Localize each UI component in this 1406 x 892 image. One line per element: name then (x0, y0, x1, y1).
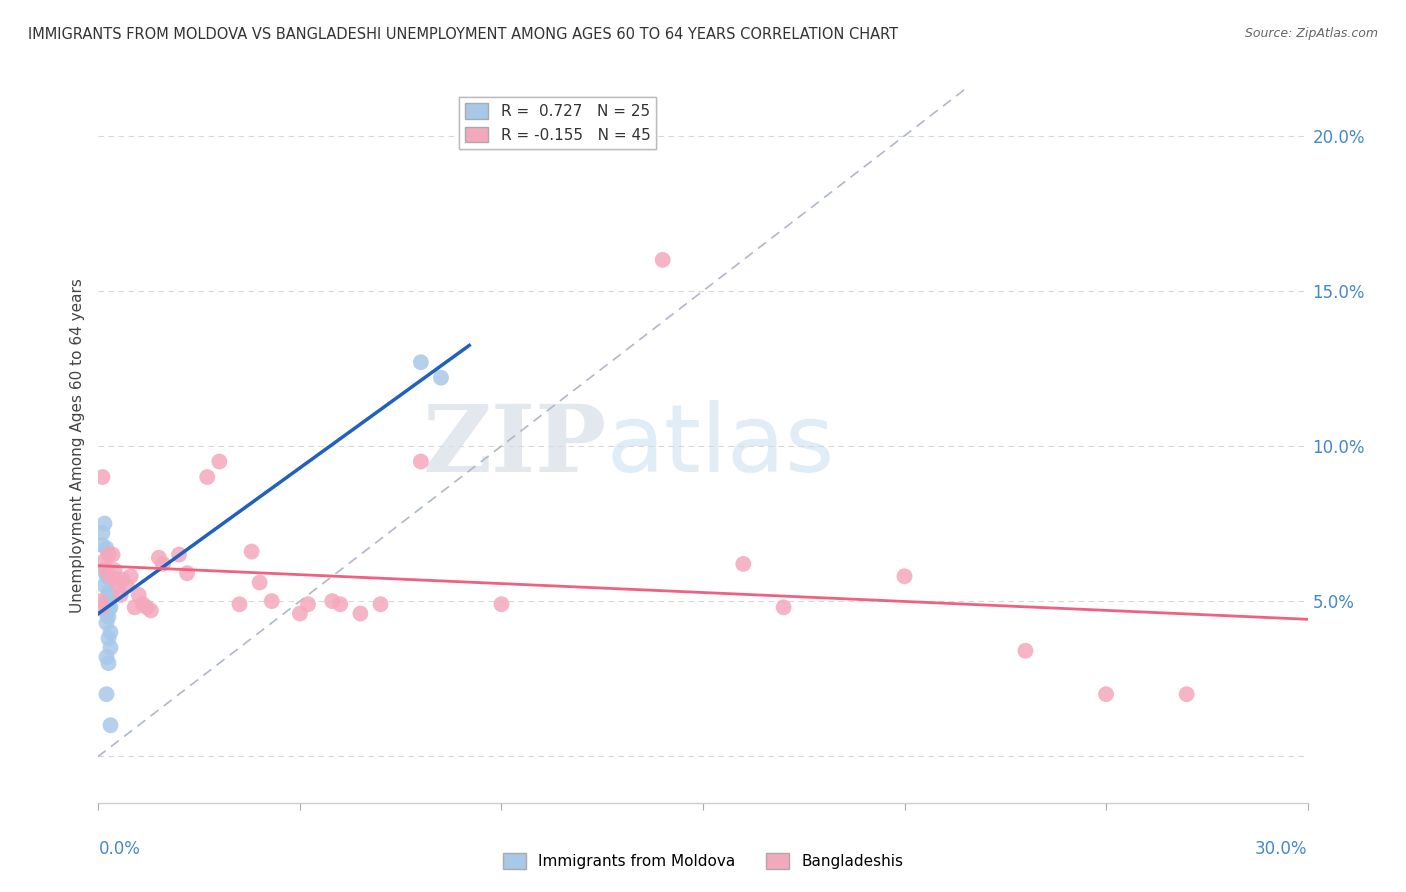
Point (249, 575, 271, 590)
Point (96, 594, 118, 608)
Point (90, 600, 112, 615)
Point (139, 603, 162, 617)
Point (96, 650, 118, 665)
Point (97, 569, 120, 583)
Legend: Immigrants from Moldova, Bangladeshis: Immigrants from Moldova, Bangladeshis (496, 847, 910, 875)
Point (260, 594, 283, 608)
Point (96, 541, 118, 556)
Point (288, 607, 311, 621)
Point (105, 573, 128, 587)
Point (96, 615, 118, 630)
Legend: R =  0.727   N = 25, R = -0.155   N = 45: R = 0.727 N = 25, R = -0.155 N = 45 (460, 97, 657, 149)
Point (491, 597, 513, 611)
Point (91, 538, 114, 552)
Point (349, 607, 371, 621)
Point (93, 579, 115, 593)
Point (370, 597, 392, 611)
Text: ZIP: ZIP (422, 401, 606, 491)
Point (103, 563, 125, 577)
Point (208, 454, 231, 468)
Point (97, 656, 120, 670)
Point (651, 252, 673, 267)
Point (152, 557, 174, 571)
Text: IMMIGRANTS FROM MOLDOVA VS BANGLADESHI UNEMPLOYMENT AMONG AGES 60 TO 64 YEARS CO: IMMIGRANTS FROM MOLDOVA VS BANGLADESHI U… (28, 27, 898, 42)
Point (93, 516, 115, 531)
Point (228, 597, 250, 611)
Point (100, 640, 122, 655)
Point (115, 579, 138, 593)
Point (772, 600, 794, 615)
Point (124, 600, 146, 615)
Point (1014, 644, 1036, 658)
Point (96, 607, 118, 621)
Point (97, 548, 120, 562)
Point (89, 594, 111, 608)
Point (430, 370, 453, 384)
Point (893, 569, 915, 583)
Point (240, 544, 263, 558)
Point (96, 687, 118, 701)
Point (111, 573, 134, 587)
Text: atlas: atlas (606, 400, 835, 492)
Point (93, 563, 115, 577)
Point (100, 625, 122, 640)
Point (297, 597, 319, 611)
Point (1095, 687, 1118, 701)
Point (100, 600, 122, 615)
Point (148, 550, 170, 565)
Point (91, 470, 114, 484)
Point (128, 588, 150, 602)
Point (93, 554, 115, 568)
Text: Source: ZipAtlas.com: Source: ZipAtlas.com (1244, 27, 1378, 40)
Point (110, 588, 132, 602)
Point (195, 470, 218, 484)
Point (107, 579, 129, 593)
Text: 0.0%: 0.0% (98, 840, 141, 858)
Point (329, 597, 352, 611)
Point (97, 600, 120, 615)
Point (97, 609, 120, 624)
Point (96, 563, 118, 577)
Point (135, 600, 157, 615)
Point (101, 548, 124, 562)
Point (96, 569, 118, 583)
Text: 30.0%: 30.0% (1256, 840, 1308, 858)
Point (97, 632, 120, 646)
Point (409, 454, 432, 468)
Point (120, 569, 142, 583)
Point (100, 718, 122, 732)
Point (321, 594, 343, 608)
Point (132, 597, 155, 611)
Point (733, 557, 755, 571)
Point (91, 525, 114, 540)
Point (409, 355, 432, 369)
Y-axis label: Unemployment Among Ages 60 to 64 years: Unemployment Among Ages 60 to 64 years (70, 278, 86, 614)
Point (100, 569, 122, 583)
Point (97, 584, 120, 599)
Point (176, 566, 198, 581)
Point (167, 548, 190, 562)
Point (1175, 687, 1198, 701)
Point (100, 588, 122, 602)
